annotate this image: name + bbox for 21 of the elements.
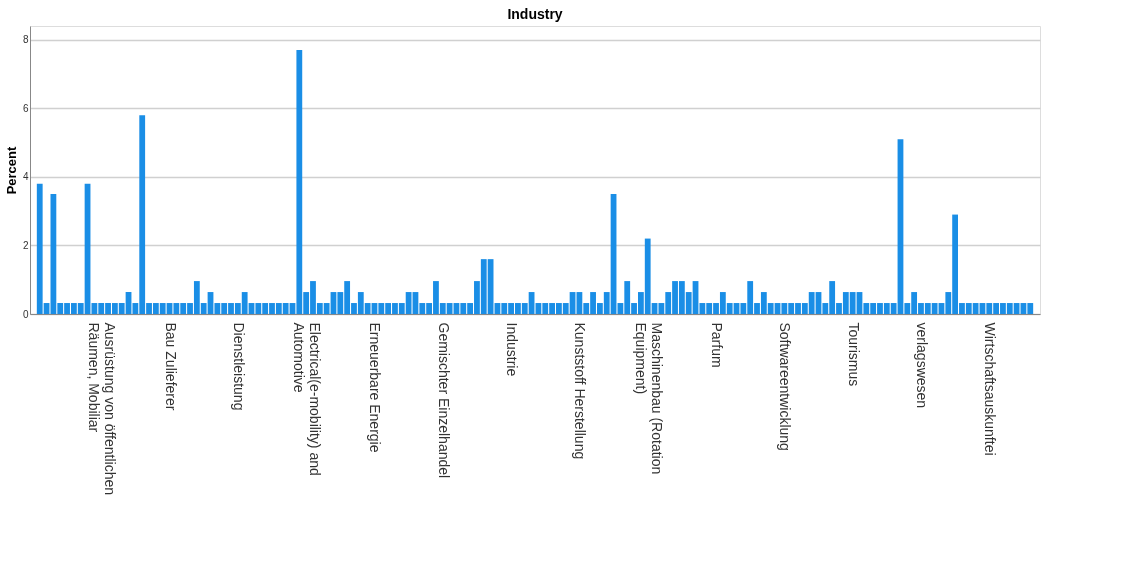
x-tick-label: verlagswesen bbox=[913, 322, 930, 409]
x-tick-label: Erneuerbare Energie bbox=[367, 322, 384, 453]
x-tick-label: Gemischter Einzelhandel bbox=[435, 322, 452, 479]
y-tick-label: 0 bbox=[22, 308, 29, 320]
y-tick-label: 4 bbox=[22, 171, 29, 183]
y-tick-label: 8 bbox=[22, 34, 29, 46]
x-tick-label: Tourismus bbox=[845, 322, 862, 387]
x-tick-label: Kunststoff Herstellung bbox=[572, 322, 589, 460]
x-tick-label: Wirtschaftsauskunftei bbox=[982, 322, 999, 456]
y-axis-title: Percent bbox=[3, 145, 19, 195]
x-tick-label: Electrical(e-mobility) and Automotive bbox=[291, 322, 324, 476]
x-tick-label: Industrie bbox=[504, 322, 521, 377]
y-tick-label: 6 bbox=[22, 102, 29, 114]
x-tick-label: Parfum bbox=[709, 322, 726, 368]
x-tick-label: Maschinenbau (Rotation Equipment) bbox=[632, 322, 665, 475]
x-tick-label: Ausrüstung von öffentlichen Räumen, Mobiliar bbox=[86, 322, 119, 496]
x-tick-label: Dienstleistung bbox=[230, 322, 247, 411]
x-tick-label: Softwareentwicklung bbox=[777, 322, 794, 451]
chart-title: Industry bbox=[507, 6, 563, 22]
y-tick-label: 2 bbox=[22, 239, 29, 251]
x-tick-label: Bau Zulieferer bbox=[162, 322, 179, 411]
